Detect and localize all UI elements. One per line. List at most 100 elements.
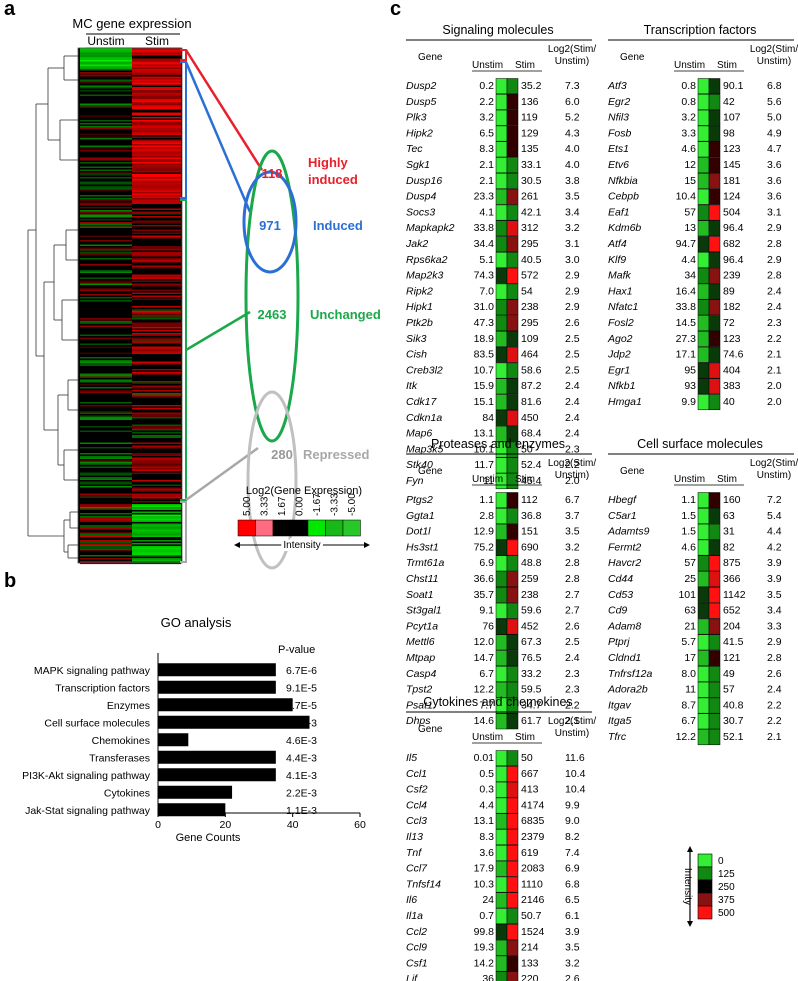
stim-value: 30.7 xyxy=(723,715,744,727)
gene-name: Dusp5 xyxy=(406,96,437,108)
stim-value: 1524 xyxy=(521,926,545,938)
unstim-value: 1.5 xyxy=(681,510,696,522)
panel-letter-c: c xyxy=(390,0,402,20)
table-row: Itga5 6.7 30.7 2.2 xyxy=(608,713,782,730)
col-header-stim: Stim xyxy=(515,732,535,743)
gene-name: Soat1 xyxy=(406,589,433,601)
col-header-ratio: Unstim) xyxy=(757,56,791,67)
intensity-color-cell xyxy=(697,853,713,868)
unstim-cell xyxy=(495,173,508,189)
unstim-cell xyxy=(495,315,508,332)
stim-cell xyxy=(708,236,721,253)
gene-name: Cd53 xyxy=(608,589,633,601)
unstim-value: 34.4 xyxy=(474,238,495,250)
col-header-gene: Gene xyxy=(418,724,443,735)
stim-cell xyxy=(506,955,519,972)
table-row: Tec 8.3 135 4.0 xyxy=(406,141,580,158)
table-row: Klf9 4.4 96.4 2.9 xyxy=(608,252,782,268)
gene-name: Nfkb1 xyxy=(608,380,635,392)
unstim-cell xyxy=(495,971,508,981)
stim-cell xyxy=(708,173,721,189)
gene-name: Chst11 xyxy=(406,573,439,585)
pvalue-label: 4.9E-3 xyxy=(286,717,317,729)
gene-name: Cebpb xyxy=(608,191,639,203)
unstim-cell xyxy=(495,650,508,667)
stim-cell xyxy=(506,220,519,237)
unstim-value: 0.2 xyxy=(479,80,494,92)
stim-cell xyxy=(708,587,721,603)
unstim-cell xyxy=(697,587,710,603)
x-tick-label: 40 xyxy=(287,819,299,831)
stim-value: 36.8 xyxy=(521,510,542,522)
stim-cell xyxy=(506,125,519,142)
ratio-value: 10.4 xyxy=(565,768,586,780)
unstim-cell xyxy=(495,829,508,846)
venn-repressed xyxy=(246,390,298,570)
table-row: Map2k3 74.3 572 2.9 xyxy=(406,267,580,284)
stim-cell xyxy=(506,829,519,846)
table-row: Adamts9 1.5 31 4.4 xyxy=(607,523,782,540)
gene-name: Atf4 xyxy=(607,238,627,250)
col-header-unstim: Unstim xyxy=(472,60,503,71)
unstim-value: 15.9 xyxy=(474,380,495,392)
ratio-value: 2.5 xyxy=(565,333,580,345)
table-row: Creb3l2 10.7 58.6 2.5 xyxy=(406,362,580,379)
bar xyxy=(158,803,226,817)
ratio-value: 3.1 xyxy=(767,206,782,218)
stim-cell xyxy=(506,555,519,572)
gene-name: Il1a xyxy=(406,910,423,922)
unstim-value: 93 xyxy=(684,380,696,392)
gene-name: Plk3 xyxy=(406,112,427,124)
stim-value: 404 xyxy=(723,364,741,376)
stim-value: 107 xyxy=(723,112,741,124)
unstim-value: 33.8 xyxy=(676,301,697,313)
stim-cell xyxy=(506,252,519,268)
stim-cell xyxy=(506,571,519,588)
ratio-value: 2.2 xyxy=(767,333,782,345)
stim-cell xyxy=(506,173,519,189)
unstim-cell xyxy=(697,204,710,221)
stim-cell xyxy=(506,666,519,682)
unstim-value: 8.7 xyxy=(681,699,696,711)
unstim-cell xyxy=(495,813,508,830)
stim-value: 136 xyxy=(521,96,539,108)
table-row: Chst11 36.6 259 2.8 xyxy=(406,571,580,588)
table-row: Fosl2 14.5 72 2.3 xyxy=(608,315,782,332)
unstim-cell xyxy=(495,267,508,284)
ratio-value: 3.1 xyxy=(565,238,580,250)
unstim-cell xyxy=(495,666,508,682)
ratio-value: 3.5 xyxy=(565,526,580,538)
unstim-value: 10.1 xyxy=(474,443,495,455)
table-row: Stk40 11.7 52.4 2.2 xyxy=(406,457,580,474)
table-row: Havcr2 57 875 3.9 xyxy=(608,555,782,572)
stim-cell xyxy=(506,845,519,861)
unstim-cell xyxy=(495,141,508,158)
unstim-cell xyxy=(495,236,508,253)
col-header-stim: Stim xyxy=(717,474,737,485)
stim-value: 182 xyxy=(723,301,741,313)
table-signaling-molecules: Signaling molecules Gene Unstim Stim Log2(St… xyxy=(405,23,596,490)
ratio-value: 3.2 xyxy=(565,222,580,234)
unstim-value: 36.6 xyxy=(474,573,495,585)
stim-value: 6835 xyxy=(521,815,545,827)
stim-value: 76.5 xyxy=(521,652,542,664)
stim-value: 35.2 xyxy=(521,80,542,92)
stim-value: 89 xyxy=(723,285,735,297)
table-row: Il1a 0.7 50.7 6.1 xyxy=(406,908,580,925)
stim-cell xyxy=(506,892,519,909)
stim-value: 204 xyxy=(723,620,741,632)
stim-value: 464 xyxy=(521,349,539,361)
stim-value: 42.1 xyxy=(521,206,542,218)
col-header-ratio: Log2(Stim/ xyxy=(750,458,798,469)
unstim-cell xyxy=(697,378,710,395)
unstim-value: 33.8 xyxy=(474,222,495,234)
ratio-value: 2.1 xyxy=(767,349,782,361)
ratio-value: 4.0 xyxy=(565,159,580,171)
gene-name: Fosl2 xyxy=(608,317,634,329)
gene-name: Dusp4 xyxy=(406,191,437,203)
table-row: Cd53 101 1142 3.5 xyxy=(608,587,782,603)
ratio-value: 2.2 xyxy=(565,699,580,711)
ratio-value: 2.6 xyxy=(565,973,580,981)
unstim-cell xyxy=(495,602,508,619)
col-header-ratio: Unstim) xyxy=(555,470,589,481)
